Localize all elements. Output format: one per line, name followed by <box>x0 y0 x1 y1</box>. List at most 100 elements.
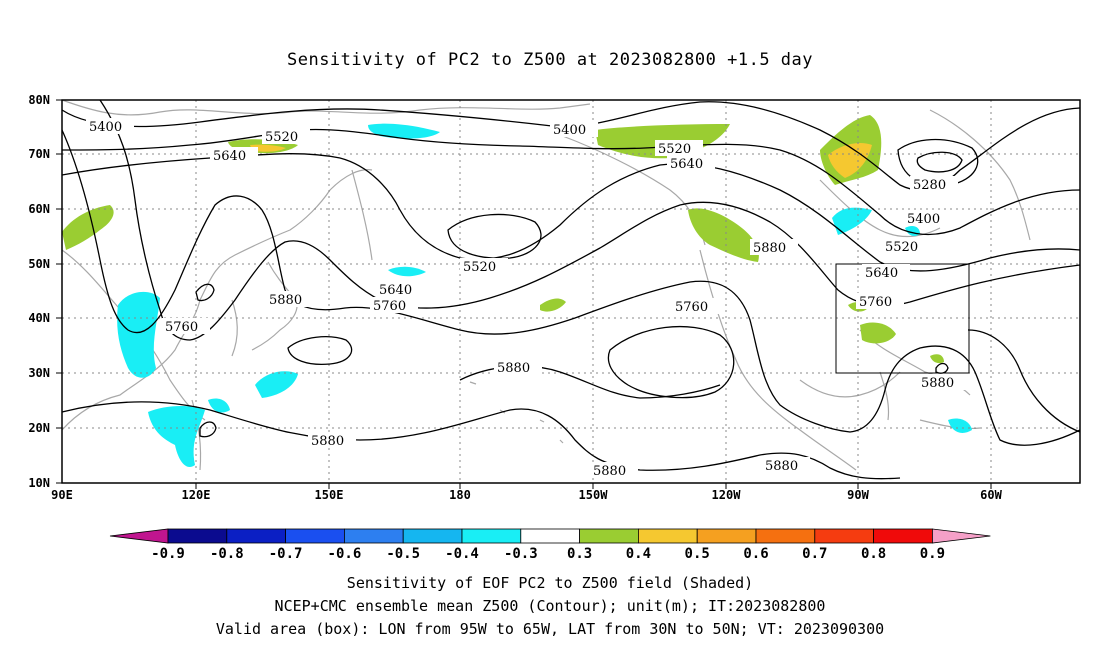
colorbar-arrow-low <box>109 528 169 544</box>
contour-5760-asia <box>99 99 1081 341</box>
coastline-korea <box>231 299 238 357</box>
coastline-greenland <box>929 109 1031 241</box>
shade-green-4 <box>688 208 759 262</box>
contour-label: 5520 <box>885 240 918 255</box>
contour-low-pacific <box>447 213 542 259</box>
lat-label: 80N <box>28 93 50 107</box>
contour-5880-asia <box>61 129 1081 446</box>
footer-line-3: Valid area (box): LON from 95W to 65W, L… <box>215 620 885 638</box>
colorbar-label: 0.8 <box>861 546 886 562</box>
contour-label: 5880 <box>497 361 530 376</box>
shade-cyan-5 <box>117 291 160 378</box>
colorbar-label: -0.6 <box>328 546 362 562</box>
shade-cyan-6 <box>255 371 298 398</box>
lat-label: 50N <box>28 257 50 271</box>
sensitivity-shading <box>62 115 972 468</box>
shade-cyan-4 <box>388 266 426 277</box>
colorbar-swatch <box>226 528 287 544</box>
coastline-japan <box>251 261 298 351</box>
colorbar-label: -0.3 <box>504 546 538 562</box>
shade-cyan-2 <box>832 207 872 235</box>
contour-5160-low <box>916 151 963 173</box>
shade-cyan-9 <box>948 418 972 433</box>
coastline-gulf <box>799 371 901 398</box>
colorbar-swatch <box>579 528 639 544</box>
coastline-philippines <box>191 399 202 471</box>
contour-label: 5760 <box>675 300 708 315</box>
contour-5880-loop <box>607 326 735 399</box>
contour-label: 5400 <box>89 120 122 135</box>
contour-label: 5880 <box>311 434 344 449</box>
contour-label: 5880 <box>921 376 954 391</box>
contour-5880-east <box>967 329 1081 433</box>
colorbar-label: 0.5 <box>685 546 710 562</box>
colorbar-label: 0.3 <box>567 546 592 562</box>
colorbar-labels: -0.9 -0.8 -0.7 -0.6 -0.5 -0.4 -0.3 0.3 0.4 0.5 0.6… <box>151 546 945 562</box>
contour-label: 5520 <box>265 130 298 145</box>
plot-frame <box>61 99 1081 484</box>
chart-title: Sensitivity of PC2 to Z500 at 2023082800… <box>286 50 813 70</box>
shade-yellow-2 <box>828 143 872 178</box>
footer-line-2: NCEP+CMC ensemble mean Z500 (Contour); u… <box>274 597 826 615</box>
shade-cyan-7 <box>148 406 205 468</box>
plot-area <box>61 99 1081 484</box>
colorbar-label: -0.8 <box>210 546 244 562</box>
colorbar-arrow-high <box>932 528 991 544</box>
contour-label: 5760 <box>165 320 198 335</box>
lon-label: 120W <box>712 488 742 502</box>
contour-label: 5400 <box>907 212 940 227</box>
colorbar-swatch <box>696 528 757 544</box>
shade-green-7 <box>860 322 896 344</box>
contour-label: 5880 <box>765 459 798 474</box>
coastline-asia-east <box>61 169 373 431</box>
contour-label: 5760 <box>373 299 406 314</box>
contour-label: 5280 <box>913 178 946 193</box>
lon-label: 90E <box>51 488 73 502</box>
lon-label: 120E <box>182 488 211 502</box>
colorbar-label: -0.5 <box>386 546 420 562</box>
lat-label: 70N <box>28 147 50 161</box>
colorbar-swatch <box>461 528 522 544</box>
colorbar-swatch <box>873 528 933 544</box>
contour-5520-north <box>61 128 1081 236</box>
colorbar-swatch <box>814 528 874 544</box>
coastline-kamchatka <box>351 169 373 261</box>
colorbar-swatch <box>638 528 698 544</box>
lon-label: 150E <box>315 488 344 502</box>
contour-5880-closed-2 <box>287 336 353 366</box>
colorbar-label: -0.4 <box>445 546 479 562</box>
shade-green-6 <box>540 298 566 312</box>
lat-label: 10N <box>28 476 50 490</box>
z500-contours <box>61 99 1081 480</box>
contour-label: 5880 <box>269 293 302 308</box>
colorbar-swatch <box>755 528 816 544</box>
lon-label: 180 <box>449 488 471 502</box>
contour-label: 5640 <box>379 283 412 298</box>
contour-label: 5520 <box>463 260 496 275</box>
colorbar-label: 0.7 <box>802 546 827 562</box>
colorbar-label: 0.6 <box>743 546 768 562</box>
longitude-labels: 90E 120E 150E 180 150W 120W 90W 60W <box>51 488 1002 502</box>
latitude-labels: 80N 70N 60N 50N 40N 30N 20N 10N <box>28 93 50 490</box>
colorbar-label: -0.9 <box>151 546 185 562</box>
contour-label: 5520 <box>658 142 691 157</box>
contour-5880-closed-3 <box>199 421 217 438</box>
footer-line-1: Sensitivity of EOF PC2 to Z500 field (Sh… <box>346 574 754 592</box>
longitude-ticks <box>195 483 992 489</box>
contour-5880-closed-1 <box>195 283 215 302</box>
shade-cyan-8 <box>208 398 230 413</box>
colorbar-swatch <box>343 528 404 544</box>
lat-label: 60N <box>28 202 50 216</box>
contour-label: 5760 <box>859 295 892 310</box>
latitude-ticks <box>56 99 62 484</box>
lat-label: 30N <box>28 366 50 380</box>
contour-5880-south <box>61 401 901 480</box>
lon-label: 150W <box>579 488 609 502</box>
colorbar-swatch <box>285 528 345 544</box>
colorbar-label: 0.4 <box>626 546 651 562</box>
contour-label: 5880 <box>753 241 786 256</box>
colorbar-swatch <box>167 528 228 544</box>
shade-yellow-1 <box>250 144 286 152</box>
shade-green-1 <box>62 205 114 250</box>
